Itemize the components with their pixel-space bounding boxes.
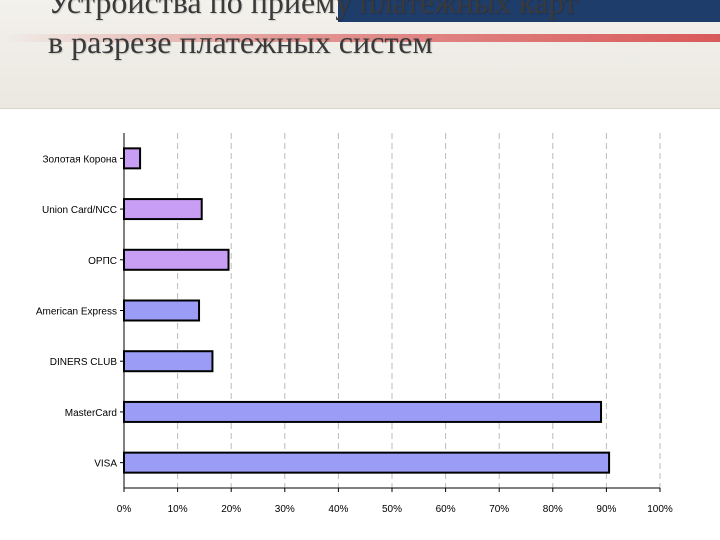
category-label: Union Card/NCC [42, 205, 117, 216]
bar [123, 400, 603, 423]
slide-title-line-1: Устройства по приему платежных карт [48, 0, 578, 20]
bar [123, 350, 214, 373]
x-tick-label: 90% [596, 504, 616, 515]
chart-gridlines [177, 133, 661, 488]
category-label: ОРПС [88, 256, 117, 267]
chart-axes [120, 133, 661, 492]
x-tick-label: 50% [382, 504, 402, 515]
header-accent-bar-dark [338, 0, 720, 22]
x-tick-label: 30% [275, 504, 295, 515]
x-tick-label: 0% [117, 504, 132, 515]
x-tick-label: 10% [168, 504, 188, 515]
x-tick-label: 100% [647, 504, 673, 515]
x-tick-label: 20% [221, 504, 241, 515]
category-label: VISA [94, 459, 117, 470]
slide-title-line-2: в разрезе платежных систем [48, 24, 433, 60]
payment-systems-bar-chart: Золотая Корона Union Card/NCC ОРПС American… [36, 133, 673, 515]
chart-tick-labels: 0% 10% 20% 30% 40% 50% 60% 70% 80% 90% 100% [117, 504, 673, 515]
category-label: DINERS CLUB [50, 357, 118, 368]
slide-title: Устройства по приему платежных карт в ра… [48, 0, 708, 62]
chart-category-labels: Золотая Корона Union Card/NCC ОРПС American… [36, 154, 118, 469]
bar [123, 147, 142, 170]
category-label: MasterCard [65, 408, 117, 419]
chart-bars [123, 147, 611, 474]
bar [123, 248, 230, 271]
category-label: Золотая Корона [43, 154, 118, 165]
x-tick-label: 70% [489, 504, 509, 515]
header-accent-bar-red [0, 34, 720, 42]
bar [123, 198, 203, 221]
bar [123, 299, 201, 322]
x-tick-label: 40% [328, 504, 348, 515]
header-divider [0, 108, 720, 109]
x-tick-label: 80% [543, 504, 563, 515]
bar [123, 451, 611, 474]
category-label: American Express [36, 307, 117, 318]
x-tick-label: 60% [436, 504, 456, 515]
